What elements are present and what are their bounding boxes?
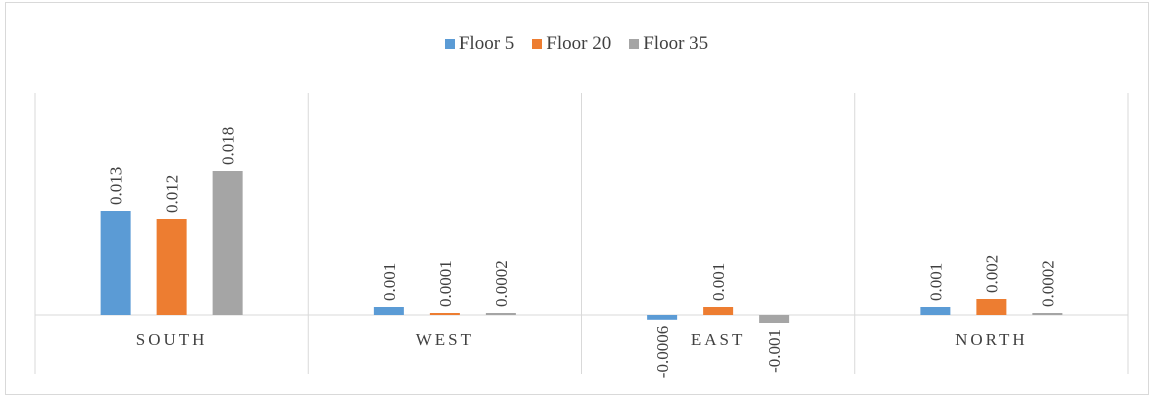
- bar-east-floor-20: [703, 307, 734, 315]
- legend-swatch-floor-5: [444, 39, 455, 49]
- bar-west-floor-5: [373, 307, 404, 315]
- data-label-west-floor-35: 0.0002: [492, 260, 511, 307]
- bar-west-floor-20: [429, 313, 460, 315]
- data-label-south-floor-20: 0.012: [163, 175, 182, 213]
- category-label-north: NORTH: [955, 330, 1028, 349]
- data-label-east-floor-20: 0.001: [709, 263, 728, 301]
- data-label-north-floor-20: 0.002: [982, 255, 1001, 293]
- legend-swatch-floor-35: [629, 39, 640, 49]
- legend: Floor 5 Floor 20 Floor 35: [0, 32, 1153, 56]
- bar-south-floor-20: [156, 219, 187, 315]
- legend-item-floor-35: Floor 35: [629, 33, 708, 55]
- category-label-south: SOUTH: [136, 330, 208, 349]
- bar-north-floor-35: [1032, 313, 1063, 315]
- legend-label-floor-35: Floor 35: [643, 33, 709, 54]
- legend-label-floor-20: Floor 20: [546, 33, 612, 54]
- legend-label-floor-5: Floor 5: [458, 33, 515, 54]
- category-label-west: WEST: [416, 330, 474, 349]
- chart-frame: [5, 2, 1149, 395]
- bar-west-floor-35: [485, 313, 516, 315]
- data-label-north-floor-5: 0.001: [926, 263, 945, 301]
- data-label-north-floor-35: 0.0002: [1038, 260, 1057, 307]
- data-label-south-floor-5: 0.013: [107, 167, 126, 205]
- legend-item-floor-5: Floor 5: [444, 33, 515, 55]
- category-label-east: EAST: [691, 330, 746, 349]
- bar-east-floor-5: [647, 315, 678, 320]
- legend-item-floor-20: Floor 20: [532, 33, 611, 55]
- bar-north-floor-20: [976, 299, 1007, 315]
- bar-south-floor-5: [100, 211, 131, 315]
- bar-east-floor-35: [759, 315, 790, 323]
- data-label-south-floor-35: 0.018: [219, 127, 238, 165]
- data-label-west-floor-5: 0.001: [380, 263, 399, 301]
- data-label-west-floor-20: 0.0001: [436, 260, 455, 307]
- bar-north-floor-5: [920, 307, 951, 315]
- data-label-east-floor-5: -0.0006: [653, 326, 672, 378]
- data-label-east-floor-35: -0.001: [765, 329, 784, 373]
- bar-south-floor-35: [212, 171, 243, 315]
- legend-swatch-floor-20: [532, 39, 543, 49]
